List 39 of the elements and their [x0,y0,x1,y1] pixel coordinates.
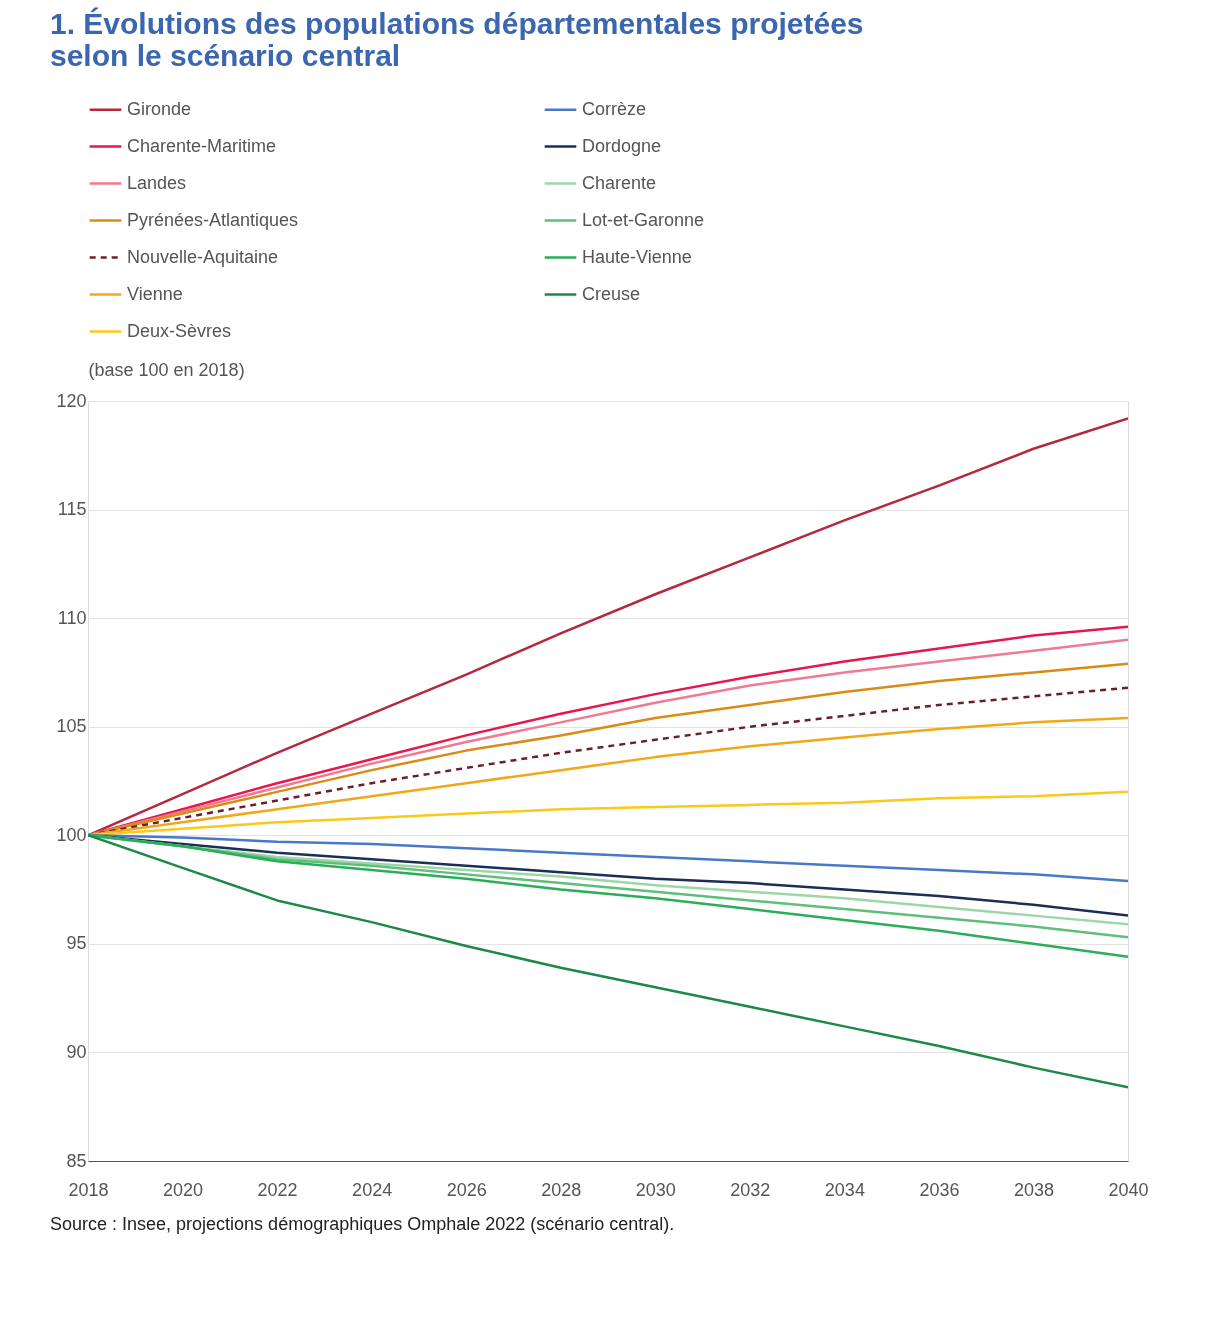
legend-label: Vienne [127,283,183,304]
x-tick-label: 2024 [352,1179,393,1200]
legend-label: Lot-et-Garonne [582,209,705,230]
y-tick-label: 90 [66,1041,87,1062]
legend-label: Nouvelle-Aquitaine [127,246,279,267]
y-tick-label: 95 [66,933,87,954]
line-series [88,834,1128,959]
legend-label: Deux-Sèvres [127,320,232,341]
chart-title: 1. Évolutions des populations départementales projetées selon le scénario central [50,7,864,72]
y-tick-label: 105 [56,716,87,737]
y-tick-label: 110 [57,607,87,628]
legend-label: Pyrénées-Atlantiques [127,209,299,230]
y-tick-label: 115 [57,499,87,520]
line-series [88,834,1128,1089]
legend-label: Gironde [127,98,192,119]
source-note: Source : Insee, projections démographiques Omphale 2022 (scénario central). [50,1214,675,1234]
legend-label: Dordogne [582,135,662,156]
x-tick-label: 2030 [635,1179,676,1200]
x-tick-label: 2040 [1108,1179,1149,1200]
legend-label: Creuse [582,283,641,304]
y-axis-title: (base 100 en 2018) [88,359,245,380]
x-tick-label: 2026 [446,1179,487,1200]
legend-label: Corrèze [582,98,647,119]
legend-label: Haute-Vienne [582,246,692,267]
legend-label: Landes [127,172,187,193]
x-tick-label: 2028 [541,1179,582,1200]
x-tick-label: 2032 [730,1179,771,1200]
legend-label: Charente-Maritime [127,135,277,156]
y-tick-label: 120 [56,390,87,411]
x-tick-label: 2036 [919,1179,960,1200]
x-tick-label: 2038 [1013,1179,1054,1200]
line-series [88,417,1128,837]
x-tick-label: 2020 [163,1179,204,1200]
y-tick-label: 100 [56,824,87,845]
x-tick-label: 2018 [68,1179,109,1200]
x-tick-label: 2034 [824,1179,865,1200]
legend-label: Charente [582,172,657,193]
x-tick-label: 2022 [257,1179,298,1200]
y-tick-label: 85 [66,1150,87,1171]
